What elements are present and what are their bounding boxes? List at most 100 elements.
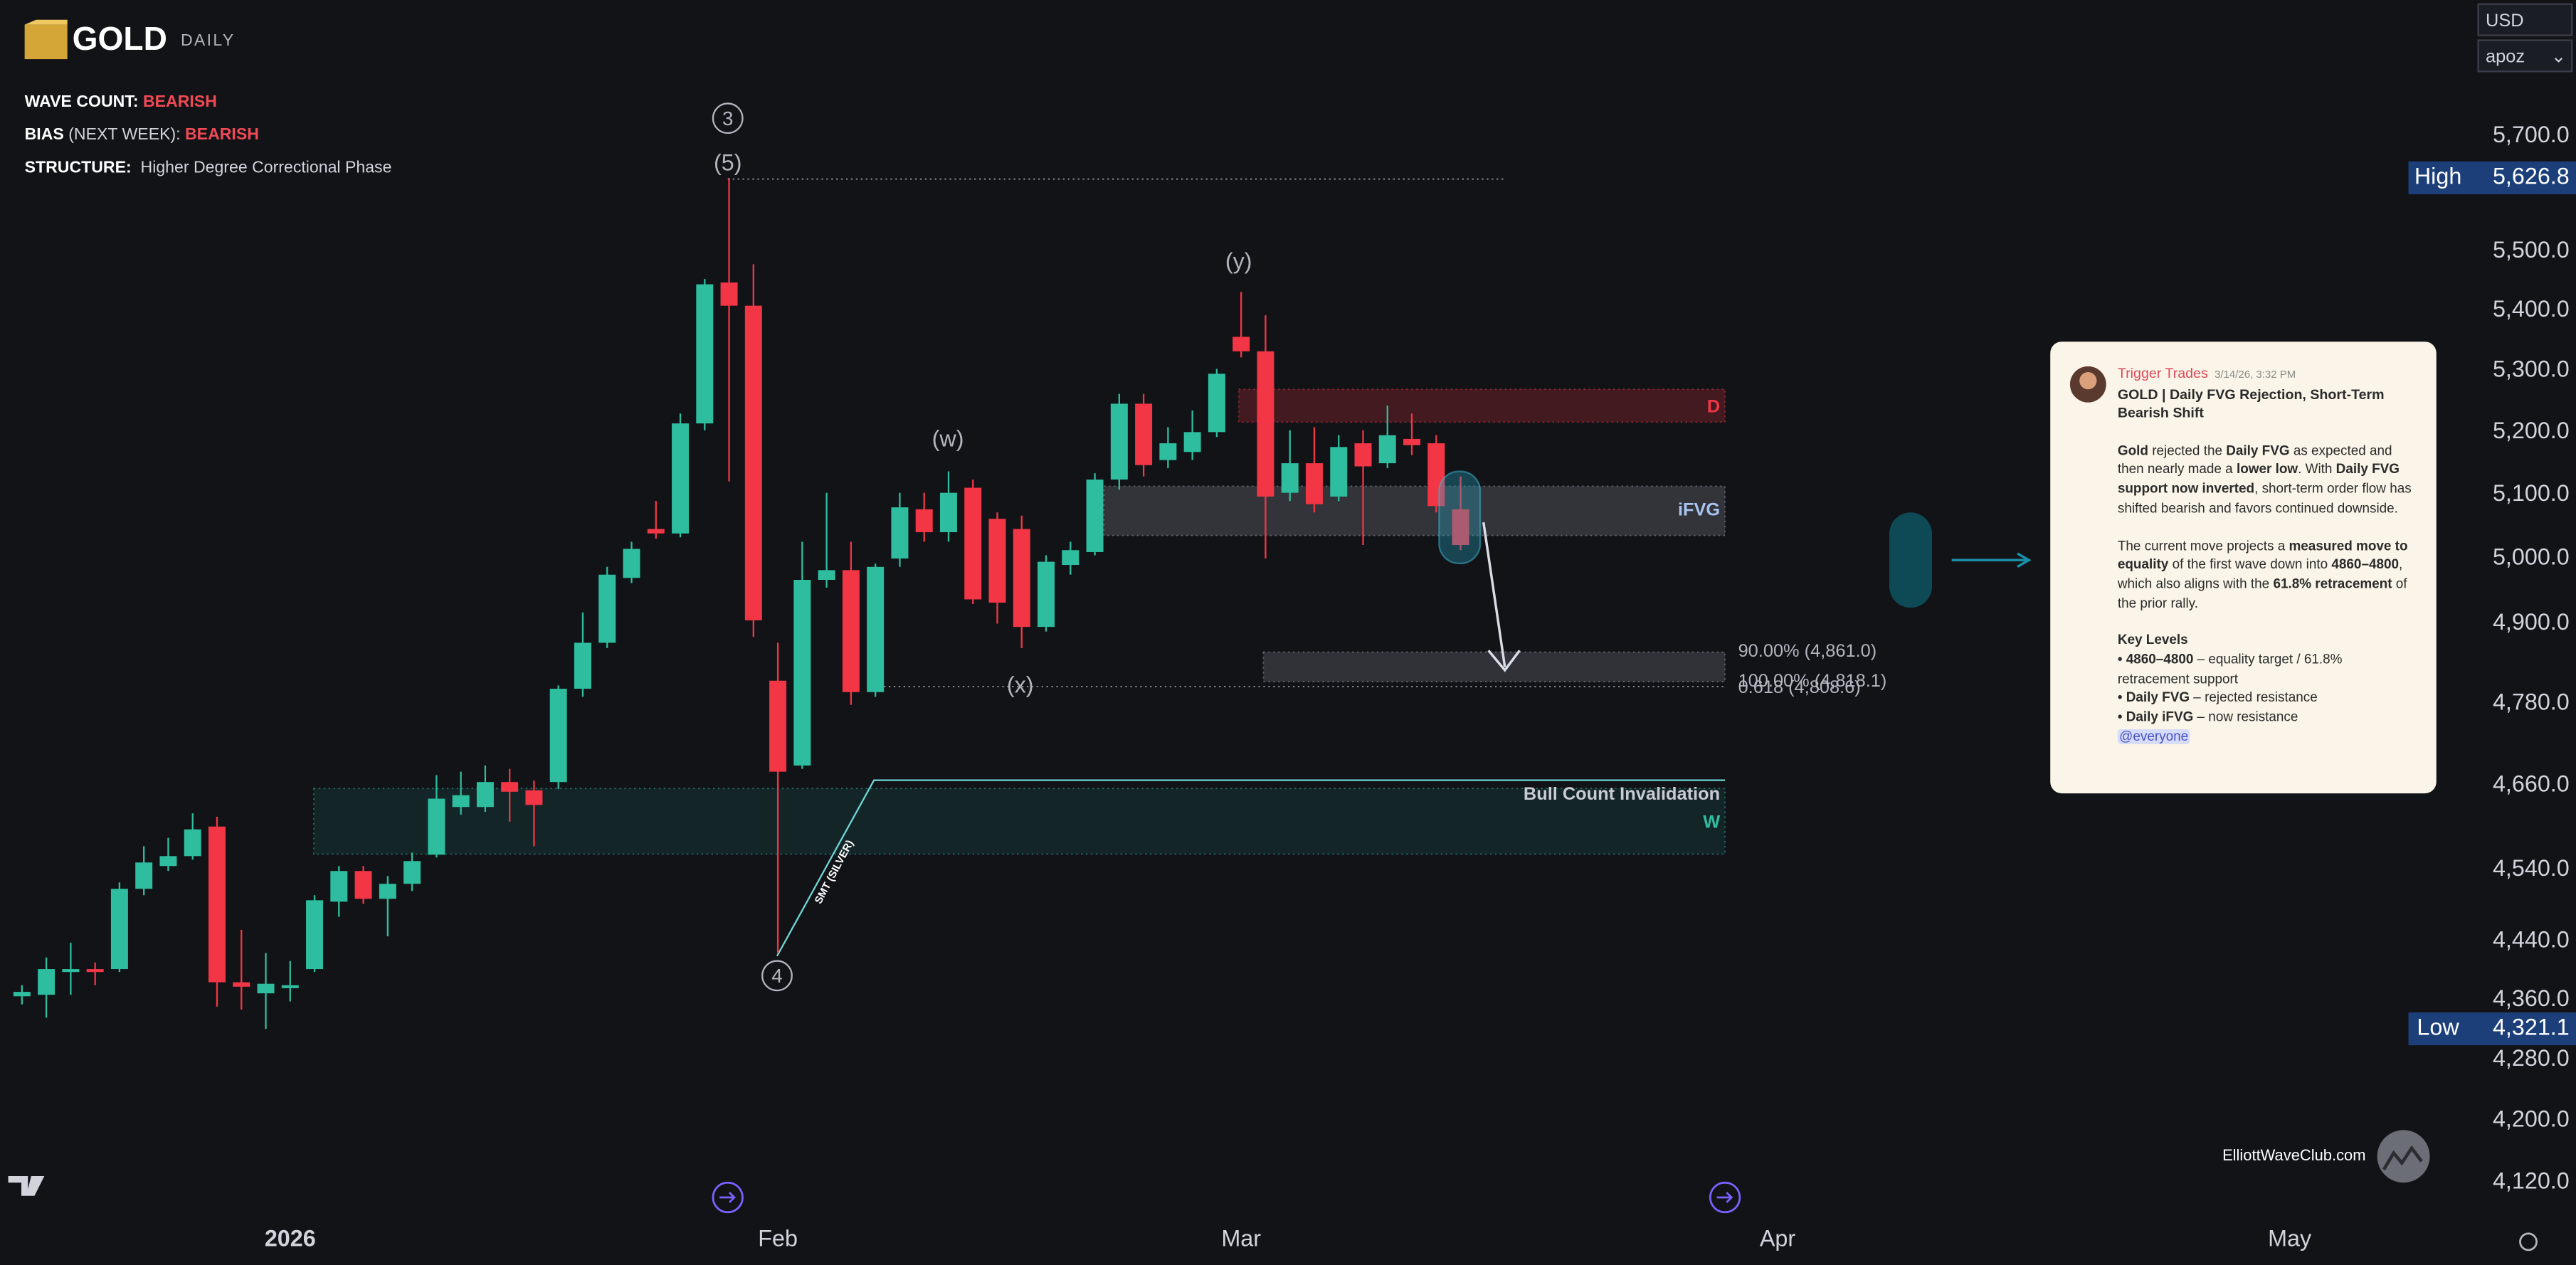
text-run: measured move to equality	[2117, 538, 2408, 572]
avatar	[2069, 366, 2106, 403]
daily-fvg-zone	[1237, 388, 1726, 423]
x-tick-label: Feb	[758, 1226, 798, 1251]
text-run: . With	[2298, 462, 2336, 477]
y-tick-label: 4,780.0	[2493, 689, 2570, 714]
y-tick-label: 4,360.0	[2493, 985, 2570, 1011]
message-card: Trigger Trades 3/14/26, 3:32 PM GOLD | Da…	[2050, 342, 2437, 794]
paragraph: The current move projects a measured mov…	[2118, 536, 2414, 613]
candle-body	[1378, 435, 1396, 464]
text-run: as expected and then nearly made a	[2117, 443, 2392, 477]
text-run: 61.8% retracement	[2273, 576, 2392, 591]
key-levels: • 4860–4800 – equality target / 61.8% re…	[2118, 650, 2414, 727]
candle-body	[1208, 374, 1225, 433]
text-run: , which also aligns with the	[2117, 557, 2403, 591]
price-badge-value: 4,321.1	[2493, 1015, 2570, 1040]
text-run: of the first wave down into	[2168, 557, 2332, 572]
candle-body	[1159, 443, 1177, 460]
candle-body	[1232, 337, 1250, 351]
message-body: Gold rejected the Daily FVG as expected …	[2118, 441, 2414, 613]
highlight	[1438, 470, 1482, 565]
jump-icon[interactable]	[719, 1192, 736, 1203]
candle-body	[818, 570, 835, 581]
text-run: lower low	[2236, 462, 2298, 477]
candle-body	[842, 570, 860, 692]
chevron: ⌄	[2550, 47, 2567, 68]
text-run: of the prior rally.	[2117, 576, 2407, 610]
candle-body	[1427, 443, 1445, 507]
jump-icon[interactable]	[1709, 1181, 1741, 1214]
key-level: • 4860–4800 – equality target / 61.8% re…	[2118, 650, 2414, 689]
currency-select[interactable]: USD	[2477, 3, 2573, 36]
candle-body	[159, 856, 177, 867]
account-name: apoz	[2486, 47, 2525, 68]
candle-body	[769, 680, 787, 772]
structure: STRUCTURE: Higher Degree Correctional Ph…	[25, 159, 392, 177]
x-tick-label: May	[2268, 1226, 2312, 1251]
timestamp: 3/14/26, 3:32 PM	[2215, 369, 2296, 381]
candle-body	[1257, 351, 1274, 497]
account-select[interactable]: apoz ⌄	[2477, 39, 2573, 73]
candle-body	[1135, 403, 1153, 465]
projection-arrow	[1487, 650, 1521, 672]
candle-body	[110, 889, 128, 970]
projection-arrow	[1482, 522, 1506, 667]
bias: BIAS (NEXT WEEK): BEARISH	[25, 127, 259, 144]
candle-body	[1110, 403, 1128, 480]
watermark-logo	[2377, 1130, 2430, 1183]
price-badge-value: 5,626.8	[2493, 164, 2570, 189]
wave-circle	[761, 960, 793, 992]
x-tick-label: Apr	[1760, 1226, 1796, 1251]
key-level: • Daily iFVG – now resistance	[2118, 708, 2414, 727]
text-run: rejected the	[2148, 443, 2227, 458]
candle-body	[1062, 550, 1080, 566]
wave-label: (w)	[932, 425, 964, 451]
y-tick-label: 5,300.0	[2493, 356, 2570, 382]
candle-body	[867, 566, 885, 692]
ifvg-zone	[1103, 485, 1726, 536]
candle-body	[549, 689, 567, 783]
text-run: – rejected resistance	[2190, 690, 2318, 706]
timeframe: DAILY	[181, 31, 236, 49]
candle-body	[379, 884, 396, 899]
y-tick-label: 4,540.0	[2493, 855, 2570, 881]
candle-body	[13, 992, 31, 997]
y-tick-label: 5,700.0	[2493, 122, 2570, 147]
candle-body	[135, 862, 153, 889]
watermark-logo	[2382, 1145, 2423, 1170]
tradingview-logo	[8, 1176, 45, 1196]
candle-body	[647, 529, 665, 534]
text-run: – equality target / 61.8% retracement su…	[2117, 652, 2343, 687]
candle-body	[330, 871, 348, 902]
wave-label: 4	[771, 965, 782, 987]
candle-body	[208, 826, 226, 983]
y-tick-label: 5,200.0	[2493, 418, 2570, 443]
pointer-arrow	[2017, 552, 2032, 568]
info-qualifier: (NEXT WEEK):	[68, 126, 181, 145]
candle-body	[1281, 463, 1299, 493]
y-tick-label: 4,280.0	[2493, 1045, 2570, 1071]
y-tick-label: 4,660.0	[2493, 771, 2570, 797]
candle-body	[62, 969, 80, 973]
text-run: The current move projects a	[2117, 538, 2289, 553]
wave-label: (x)	[1007, 672, 1034, 698]
candle-body	[525, 790, 543, 805]
candle-body	[233, 982, 250, 987]
y-tick-label: 5,100.0	[2493, 480, 2570, 506]
settings-icon[interactable]	[2519, 1232, 2538, 1251]
candle-body	[1403, 438, 1421, 445]
candle-body	[38, 969, 56, 995]
candle-body	[1013, 529, 1030, 628]
candle-body	[891, 507, 909, 559]
candle-body	[939, 492, 957, 533]
y-tick-label: 4,900.0	[2493, 609, 2570, 635]
jump-icon[interactable]	[712, 1181, 744, 1214]
wave-circle	[712, 102, 744, 134]
jump-icon[interactable]	[1716, 1192, 1733, 1203]
key-level: • Daily FVG – rejected resistance	[2118, 689, 2414, 708]
price-badge-name: Low	[2417, 1015, 2459, 1040]
mention[interactable]: @everyone	[2117, 729, 2190, 744]
candle-body	[574, 642, 591, 689]
candle-body	[744, 305, 762, 620]
candle-body	[696, 284, 714, 424]
